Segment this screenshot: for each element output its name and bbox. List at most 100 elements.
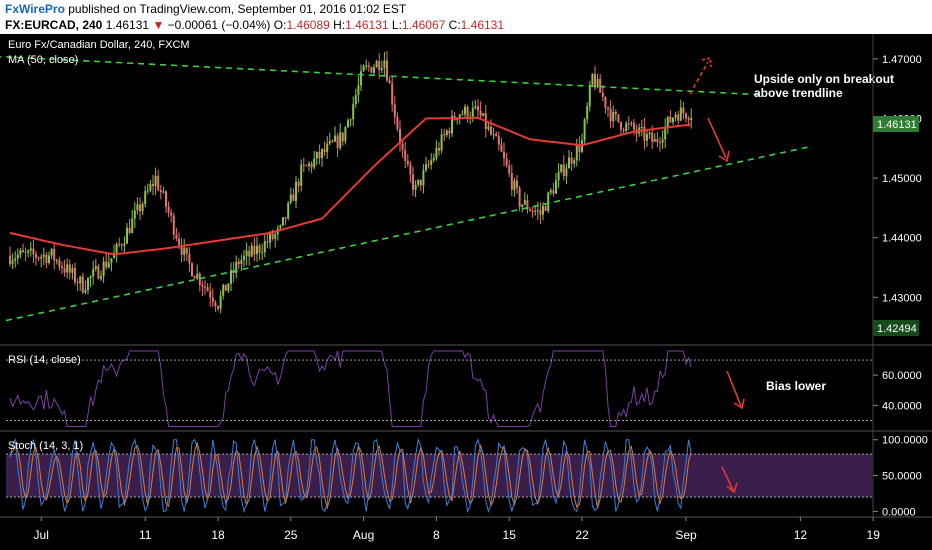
- rsi-tick-label: 60.0000: [882, 370, 922, 382]
- candle-body: [563, 165, 565, 177]
- candle-body: [373, 67, 375, 72]
- candle-body: [656, 139, 658, 142]
- candle-body: [162, 192, 164, 193]
- candle-body: [586, 106, 588, 119]
- candle-body: [383, 60, 385, 67]
- candle-body: [480, 110, 482, 115]
- candle-body: [552, 190, 554, 194]
- candle-body: [329, 141, 331, 144]
- candle-body: [422, 170, 424, 185]
- time-tick-label: 15: [503, 528, 517, 542]
- candle-body: [407, 161, 409, 164]
- time-tick-label: 8: [433, 528, 440, 542]
- candle-body: [155, 176, 157, 186]
- candle-body: [433, 158, 435, 160]
- time-tick-label: Aug: [353, 528, 374, 542]
- candle-body: [194, 276, 196, 278]
- chart-area[interactable]: Euro Fx/Canadian Dollar, 240, FXCM MA (5…: [0, 34, 932, 550]
- candle-body: [266, 241, 268, 242]
- candle-body: [628, 123, 630, 124]
- candle-body: [378, 61, 380, 70]
- candle-body: [17, 255, 19, 259]
- candle-body: [381, 68, 383, 70]
- candle-body: [287, 203, 289, 219]
- candle-body: [597, 79, 599, 87]
- candle-body: [578, 145, 580, 152]
- time-tick-label: 11: [139, 528, 152, 542]
- candle-body: [649, 133, 651, 135]
- candle-body: [529, 210, 531, 211]
- brand-name[interactable]: FxWirePro: [5, 2, 65, 16]
- candle-body: [547, 193, 549, 211]
- candle-body: [610, 109, 612, 121]
- candle-body: [40, 257, 42, 259]
- candle-body: [685, 113, 687, 118]
- price-tick-label: 1.47000: [882, 54, 922, 66]
- candle-body: [227, 284, 229, 291]
- candle-body: [487, 127, 489, 129]
- candle-body: [300, 165, 302, 186]
- candle-body: [524, 200, 526, 204]
- candle-body: [129, 228, 131, 233]
- candle-body: [604, 97, 606, 108]
- close-label: C:: [449, 18, 461, 32]
- candle-body: [550, 190, 552, 192]
- candle-body: [591, 74, 593, 85]
- candle-body: [230, 270, 232, 284]
- candle-body: [222, 285, 224, 296]
- candle-body: [532, 211, 534, 212]
- candle-body: [573, 160, 575, 163]
- candle-body: [110, 258, 112, 262]
- candle-body: [157, 176, 159, 190]
- time-tick-label: 22: [575, 528, 589, 542]
- candle-body: [337, 136, 339, 148]
- candle-body: [386, 60, 388, 80]
- rsi-tick-label: 40.0000: [882, 400, 922, 412]
- candle-body: [58, 260, 60, 266]
- candle-body: [103, 261, 105, 276]
- candle-body: [152, 184, 154, 186]
- candle-body: [391, 83, 393, 104]
- candle-body: [100, 276, 102, 278]
- candle-body: [558, 172, 560, 181]
- candle-body: [183, 248, 185, 255]
- candle-body: [160, 190, 162, 192]
- candle-body: [539, 210, 541, 214]
- candle-body: [594, 74, 596, 87]
- candle-body: [417, 180, 419, 185]
- candle-body: [508, 165, 510, 173]
- candle-body: [430, 160, 432, 164]
- candle-body: [446, 131, 448, 135]
- low-price-badge-label: 1.42494: [877, 323, 917, 335]
- candle-body: [87, 278, 89, 290]
- candle-body: [272, 233, 274, 238]
- candle-body: [25, 252, 27, 253]
- candle-body: [646, 134, 648, 140]
- candle-body: [318, 152, 320, 158]
- candle-body: [282, 217, 284, 225]
- candle-body: [396, 117, 398, 129]
- candle-body: [623, 130, 625, 131]
- candle-body: [428, 165, 430, 166]
- candle-body: [669, 117, 671, 123]
- candle-body: [344, 127, 346, 141]
- candle-body: [139, 204, 141, 211]
- candle-body: [490, 127, 492, 135]
- candle-body: [584, 119, 586, 140]
- price-tick-label: 1.43000: [882, 292, 922, 304]
- publish-info: published on TradingView.com, September …: [68, 2, 406, 16]
- stoch-tick-label: 50.0000: [882, 471, 922, 483]
- candle-body: [589, 85, 591, 106]
- publish-line: FxWirePro published on TradingView.com, …: [5, 2, 406, 16]
- candle-body: [519, 188, 521, 207]
- candle-body: [186, 248, 188, 254]
- candle-body: [82, 277, 84, 293]
- candle-body: [61, 267, 63, 269]
- symbol-label: FX:EURCAD, 240: [5, 18, 102, 32]
- candle-body: [394, 105, 396, 117]
- candle-body: [79, 277, 81, 284]
- stoch-band: [6, 454, 872, 497]
- price-tick-label: 1.45000: [882, 173, 922, 185]
- candle-body: [347, 120, 349, 127]
- candle-body: [565, 168, 567, 176]
